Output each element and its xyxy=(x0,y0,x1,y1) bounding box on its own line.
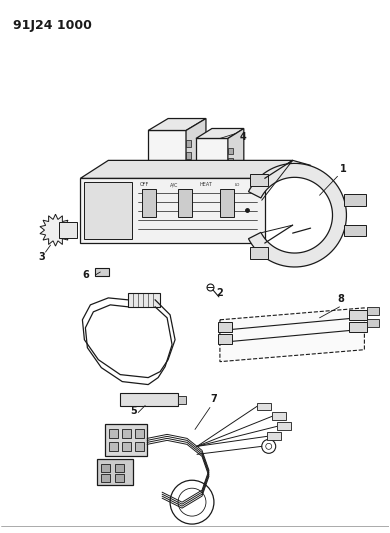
Polygon shape xyxy=(80,179,265,243)
Bar xyxy=(109,430,118,438)
Bar xyxy=(344,224,366,237)
Polygon shape xyxy=(196,128,244,139)
Bar xyxy=(60,222,78,238)
Text: 1: 1 xyxy=(339,164,346,174)
Text: 6: 6 xyxy=(82,270,89,280)
Bar xyxy=(277,423,291,431)
Text: OFF: OFF xyxy=(140,182,149,187)
Bar xyxy=(98,459,133,485)
Bar xyxy=(218,334,232,344)
Bar xyxy=(115,474,124,482)
Bar xyxy=(186,152,191,159)
Polygon shape xyxy=(220,308,364,362)
Bar xyxy=(349,322,367,332)
Bar xyxy=(250,174,268,185)
Bar xyxy=(220,189,234,217)
Bar xyxy=(128,293,160,307)
Polygon shape xyxy=(228,128,244,179)
Polygon shape xyxy=(148,118,206,131)
Bar xyxy=(135,442,144,451)
Bar xyxy=(367,307,379,315)
Polygon shape xyxy=(248,164,346,267)
Bar xyxy=(109,442,118,451)
Bar xyxy=(96,268,109,276)
Bar xyxy=(122,442,131,451)
Text: 3: 3 xyxy=(39,252,45,262)
Bar xyxy=(344,194,366,206)
Bar xyxy=(257,402,271,410)
Text: 8: 8 xyxy=(337,294,344,304)
Bar xyxy=(186,141,191,148)
Bar xyxy=(228,158,233,164)
Bar xyxy=(272,413,286,421)
Text: LO: LO xyxy=(235,183,240,187)
Bar xyxy=(135,430,144,438)
Bar xyxy=(218,322,232,332)
Polygon shape xyxy=(196,139,228,179)
Text: 2: 2 xyxy=(216,288,223,298)
Bar xyxy=(115,464,124,472)
Bar xyxy=(122,430,131,438)
Bar xyxy=(349,310,367,320)
Bar xyxy=(267,432,281,440)
Polygon shape xyxy=(40,214,71,246)
Bar xyxy=(142,189,156,217)
Text: 4: 4 xyxy=(240,133,246,142)
Bar xyxy=(84,182,132,239)
Text: 7: 7 xyxy=(210,393,217,403)
Bar xyxy=(178,395,186,403)
Bar xyxy=(120,392,178,407)
Bar xyxy=(178,189,192,217)
Polygon shape xyxy=(148,131,186,179)
Bar xyxy=(228,148,233,155)
Bar xyxy=(105,424,147,456)
Circle shape xyxy=(89,201,107,219)
Text: 5: 5 xyxy=(130,407,137,416)
Bar xyxy=(101,474,110,482)
Text: A/C: A/C xyxy=(170,182,179,187)
Bar xyxy=(250,247,268,259)
Bar xyxy=(186,164,191,171)
Polygon shape xyxy=(186,118,206,179)
Polygon shape xyxy=(80,160,292,179)
Bar xyxy=(367,319,379,327)
Text: HEAT: HEAT xyxy=(200,182,213,187)
Bar xyxy=(101,464,110,472)
Circle shape xyxy=(50,224,62,236)
Text: 91J24 1000: 91J24 1000 xyxy=(12,19,92,32)
Bar xyxy=(228,168,233,174)
